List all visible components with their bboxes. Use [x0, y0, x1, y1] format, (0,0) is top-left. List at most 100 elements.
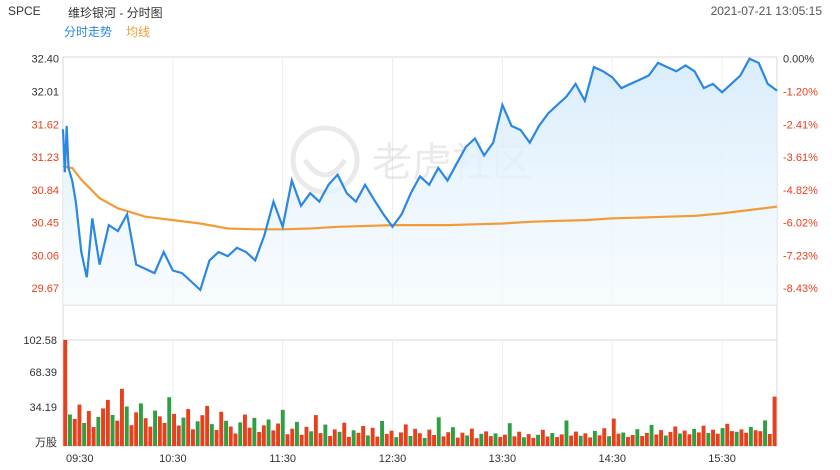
- volume-bar: [261, 425, 266, 446]
- volume-bar: [692, 428, 697, 446]
- volume-bar: [588, 437, 593, 446]
- volume-bar: [498, 436, 503, 446]
- volume-bar: [469, 428, 474, 446]
- volume-bar: [413, 428, 418, 446]
- volume-bar: [711, 429, 715, 446]
- price-axis: 32.40 32.01 31.62 31.23 30.84 30.45 30.06 29.67: [31, 54, 59, 296]
- volume-bar: [257, 432, 262, 446]
- volume-bar: [77, 404, 82, 446]
- volume-bar: [205, 405, 210, 446]
- volume-bar: [417, 433, 422, 446]
- volume-tick-label: 68.39: [29, 367, 57, 379]
- volume-bar: [626, 437, 630, 446]
- volume-bar: [678, 433, 682, 446]
- volume-bar: [276, 423, 280, 446]
- percent-tick-label: -1.20%: [783, 86, 818, 98]
- volume-bar: [682, 430, 687, 446]
- volume-bar: [493, 433, 498, 446]
- volume-bar: [720, 428, 725, 446]
- volume-bar: [540, 429, 545, 446]
- volume-bar: [673, 426, 678, 446]
- volume-bar: [706, 433, 711, 446]
- volume-bar: [545, 436, 550, 446]
- volume-bar: [96, 416, 101, 446]
- volume-bar: [526, 434, 531, 446]
- volume-bars: [63, 340, 777, 446]
- volume-bar: [734, 431, 739, 446]
- volume-bar: [479, 433, 484, 446]
- volume-tick-label: 万股: [35, 436, 57, 449]
- volume-bar: [295, 421, 299, 446]
- price-tick-label: 30.84: [31, 185, 59, 197]
- legend-average-line[interactable]: 均线: [126, 25, 151, 39]
- volume-bar: [356, 432, 361, 446]
- volume-bar: [252, 417, 257, 446]
- volume-bar: [602, 428, 607, 446]
- volume-bar: [328, 435, 332, 446]
- volume-bar: [460, 432, 465, 446]
- volume-bar: [389, 430, 394, 446]
- volume-bar: [621, 432, 626, 446]
- volume-bar: [361, 426, 366, 446]
- percent-tick-label: -7.23%: [783, 250, 818, 262]
- volume-bar: [162, 422, 167, 446]
- volume-bar: [403, 424, 408, 446]
- volume-bar: [280, 409, 285, 446]
- chart-title: 维珍银河 - 分时图: [68, 6, 163, 20]
- volume-bar: [465, 435, 470, 446]
- volume-bar: [531, 437, 536, 446]
- volume-bar: [86, 411, 91, 446]
- volume-bar: [630, 435, 635, 446]
- volume-bar: [209, 424, 214, 446]
- percent-tick-label: -2.41%: [783, 119, 818, 131]
- time-tick-label: 10:30: [159, 453, 187, 465]
- volume-bar: [696, 432, 701, 446]
- volume-bar: [758, 431, 763, 446]
- volume-bar: [380, 420, 384, 446]
- volume-bar: [772, 396, 777, 446]
- price-tick-label: 30.45: [31, 218, 59, 230]
- volume-bar: [536, 434, 540, 446]
- volume-bar: [644, 432, 649, 446]
- volume-tick-label: 102.58: [23, 335, 57, 347]
- volume-bar: [607, 436, 611, 446]
- volume-bar: [139, 403, 143, 446]
- volume-bar: [200, 415, 205, 446]
- percent-tick-label: 0.00%: [783, 54, 814, 66]
- volume-bar: [555, 437, 559, 446]
- volume-bar: [436, 417, 441, 446]
- volume-bar: [753, 430, 758, 446]
- volume-bar: [120, 388, 124, 446]
- volume-bar: [299, 434, 304, 446]
- volume-bar: [611, 418, 616, 446]
- volume-bar: [63, 340, 68, 446]
- volume-bar: [578, 435, 583, 446]
- price-area-fill: [63, 58, 777, 306]
- volume-bar: [375, 436, 380, 446]
- volume-bar: [143, 418, 148, 446]
- volume-bar: [238, 422, 243, 446]
- volume-bar: [654, 434, 659, 446]
- volume-bar: [488, 436, 493, 446]
- volume-bar: [224, 420, 228, 446]
- volume-bar: [82, 423, 87, 446]
- ticker-symbol: SPCE: [8, 4, 41, 18]
- volume-tick-label: 34.19: [29, 402, 57, 414]
- price-tick-label: 30.06: [31, 250, 59, 262]
- volume-bar: [384, 433, 389, 446]
- volume-bar: [186, 409, 191, 446]
- volume-bar: [715, 433, 720, 446]
- volume-bar: [313, 415, 318, 446]
- volume-bar: [569, 435, 574, 446]
- volume-bar: [659, 430, 663, 446]
- volume-bar: [68, 414, 72, 446]
- volume-bar: [370, 427, 375, 446]
- volume-bar: [394, 437, 399, 446]
- volume-bar: [432, 435, 436, 446]
- volume-bar: [129, 425, 134, 446]
- legend-price-line[interactable]: 分时走势: [64, 25, 113, 39]
- volume-bar: [105, 399, 110, 446]
- volume-bar: [767, 434, 772, 446]
- time-axis: 09:30 10:30 11:30 12:30 13:30 14:30 15:30: [66, 453, 736, 465]
